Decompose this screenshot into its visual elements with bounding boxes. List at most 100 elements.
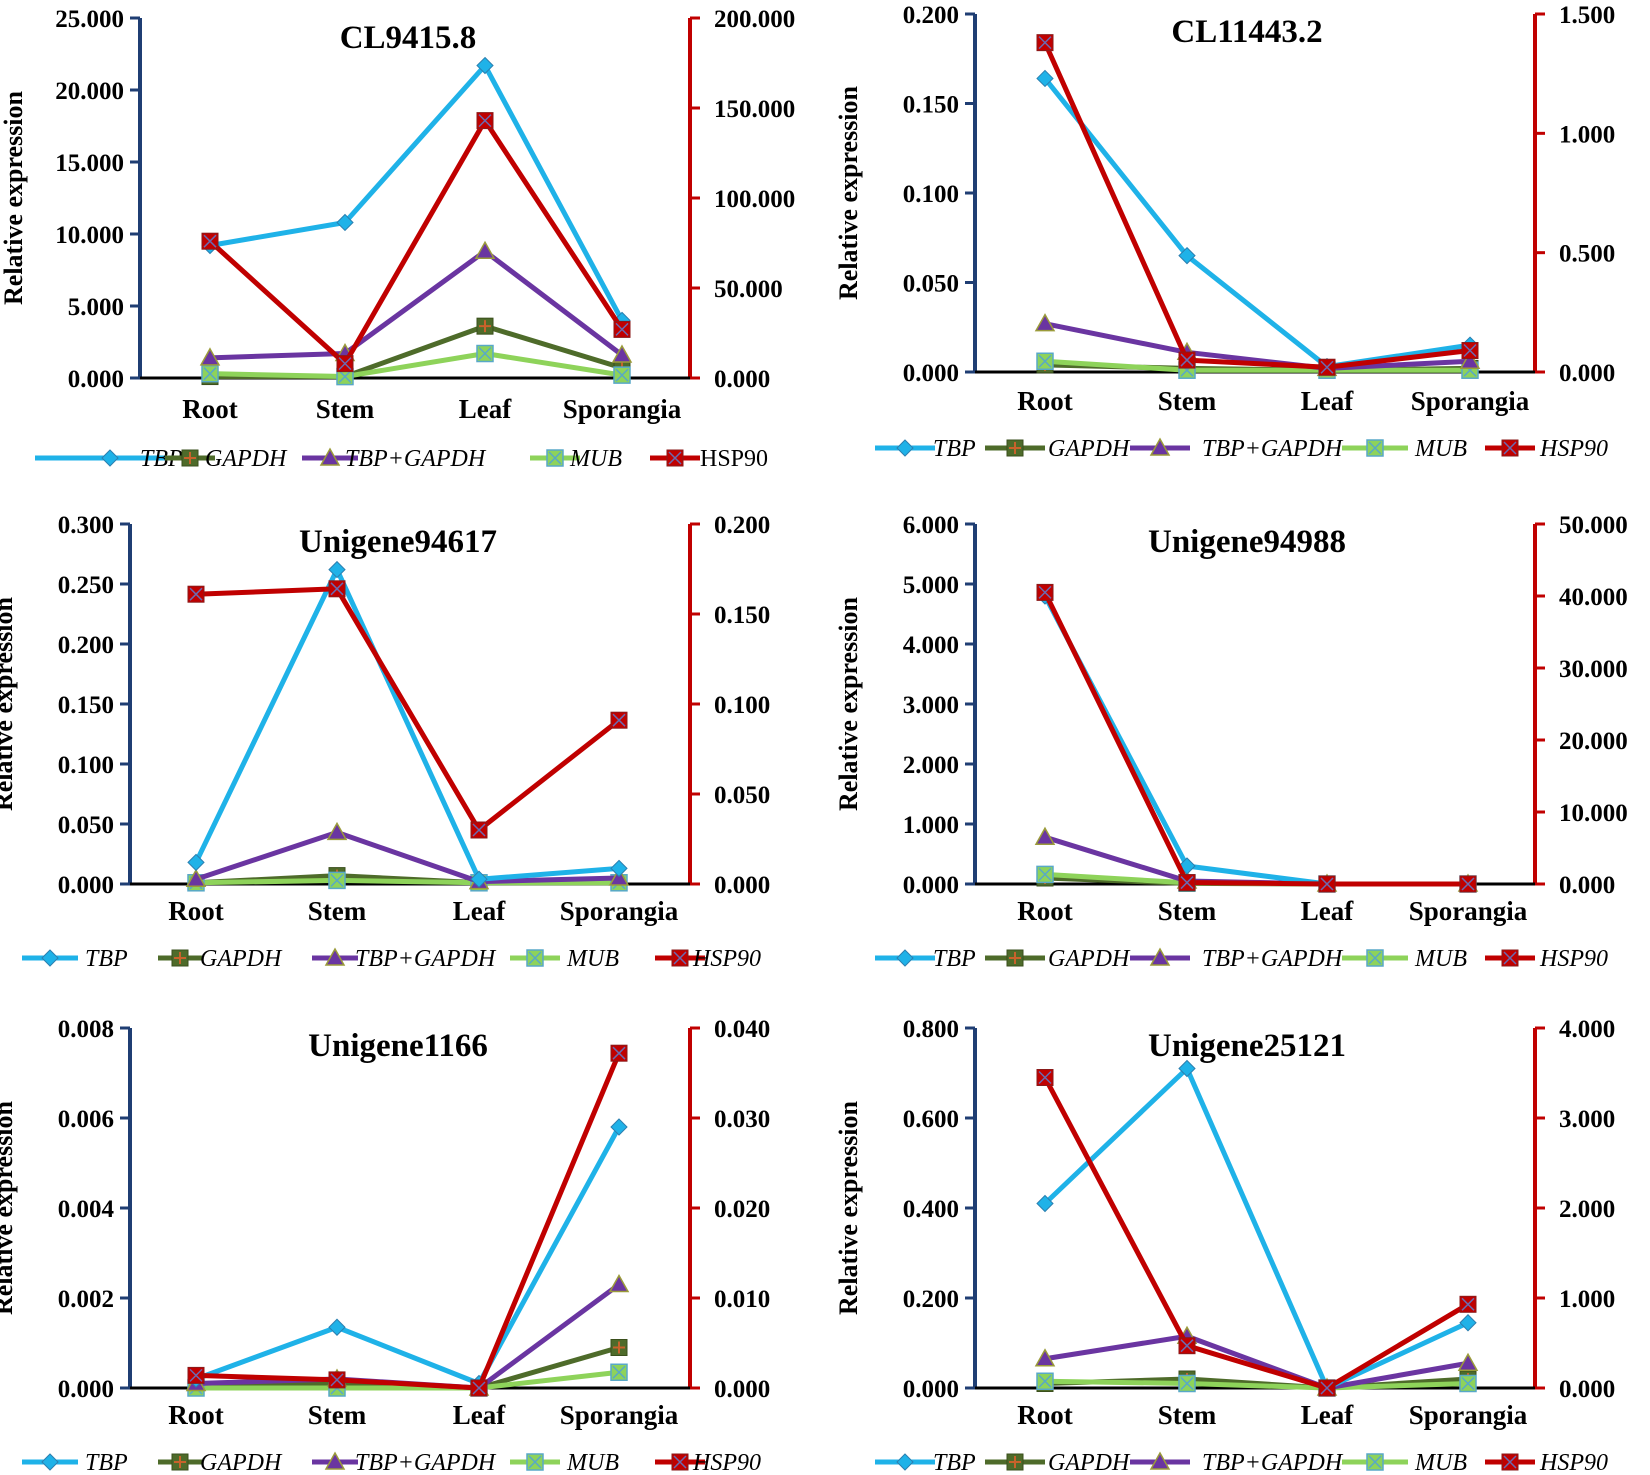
x-tick-label: Sporangia — [1411, 386, 1530, 416]
series-mub — [1036, 1372, 1477, 1397]
data-point — [1461, 342, 1479, 360]
data-point — [1036, 352, 1054, 371]
data-point — [1178, 1059, 1196, 1078]
legend-marker — [171, 949, 189, 967]
right-tick-label: 0.000 — [1559, 872, 1615, 899]
right-tick-label: 1.000 — [1559, 1286, 1615, 1313]
series-tbp-gapdh — [199, 240, 633, 366]
legend-marker — [546, 449, 564, 467]
legend: TBP GAPDH TBP+GAPDH MUB HSP90 — [22, 1450, 761, 1475]
legend-label: MUB — [1414, 1450, 1467, 1475]
series-line — [1043, 76, 1471, 370]
legend-label: GAPDH — [200, 1450, 283, 1475]
legend-marker — [1366, 439, 1384, 457]
data-point — [1036, 1372, 1054, 1390]
right-tick-label: 0.020 — [714, 1196, 770, 1223]
chart-title: Unigene94617 — [299, 524, 497, 560]
data-point — [328, 1371, 346, 1389]
series-line — [1042, 1076, 1470, 1391]
data-point — [187, 853, 205, 872]
data-point — [1034, 1348, 1056, 1367]
x-tick-label: Sporangia — [560, 896, 679, 926]
legend-label: MUB — [566, 1450, 619, 1475]
right-tick-label: 2.000 — [1559, 1196, 1615, 1223]
chart-title: CL11443.2 — [1171, 14, 1322, 50]
x-tick-label: Stem — [1158, 386, 1217, 416]
legend-label: MUB — [1414, 436, 1467, 462]
y-axis-label: Relative expression — [0, 596, 18, 811]
left-tick-label: 2.000 — [903, 752, 959, 779]
legend-marker — [1149, 1451, 1171, 1470]
left-tick-label: 6.000 — [903, 512, 959, 539]
left-tick-label: 5.000 — [903, 572, 959, 599]
y-axis-label: Relative expression — [834, 1100, 863, 1315]
data-point — [1036, 583, 1054, 601]
x-tick-label: Root — [168, 896, 224, 926]
chart-panel-4: 0.000 1.000 2.000 3.000 4.000 5.000 6.000 0.000… — [834, 512, 1628, 972]
data-point — [1318, 1379, 1336, 1397]
series-hsp90 — [1036, 34, 1479, 376]
right-tick-label: 0.200 — [714, 512, 770, 539]
data-point — [1459, 1374, 1477, 1393]
data-point — [470, 870, 488, 888]
series-line — [193, 567, 620, 882]
left-tick-label: 0.000 — [58, 872, 114, 899]
right-tick-label: 0.500 — [1559, 241, 1615, 268]
legend-label: TBP — [933, 946, 976, 972]
data-point — [336, 355, 354, 373]
x-tick-label: Stem — [1158, 1400, 1217, 1430]
series-line — [195, 829, 620, 885]
data-point — [608, 1273, 630, 1293]
data-point — [328, 560, 346, 579]
legend-marker — [526, 1453, 544, 1471]
series-line — [1043, 1066, 1470, 1391]
legend-marker — [319, 447, 341, 466]
x-tick-label: Leaf — [1301, 386, 1354, 416]
legend-marker — [671, 1453, 689, 1471]
data-point — [610, 1363, 628, 1381]
right-tick-label: 4.000 — [1559, 1016, 1615, 1043]
series-tbp — [187, 560, 628, 888]
legend-marker — [526, 949, 544, 967]
right-tick-label: 20.000 — [1559, 728, 1628, 755]
left-tick-label: 0.100 — [58, 752, 114, 779]
legend: TBP GAPDH TBP+GAPDH MUB HSP90 — [875, 436, 1608, 462]
data-point — [328, 580, 346, 598]
series-hsp90 — [1036, 1069, 1477, 1397]
left-tick-label: 0.006 — [58, 1106, 114, 1133]
right-tick-label: 50.000 — [1559, 512, 1628, 539]
legend-label: MUB — [566, 946, 619, 972]
data-point — [613, 366, 631, 384]
data-point — [1036, 1069, 1054, 1086]
data-point — [328, 1318, 346, 1336]
data-point — [470, 1379, 488, 1397]
right-tick-label: 0.040 — [714, 1016, 770, 1043]
left-tick-label: 10.000 — [55, 222, 124, 249]
legend-marker — [41, 1453, 59, 1471]
data-point — [1034, 826, 1056, 845]
legend-marker — [1501, 439, 1519, 457]
legend: TBP GAPDH TBP+GAPDH MUB HSP90 — [875, 1450, 1608, 1475]
series-mub — [1036, 865, 1477, 893]
series-hsp90 — [187, 1044, 628, 1397]
data-point — [1034, 313, 1056, 332]
series-line — [195, 1125, 622, 1386]
data-point — [610, 1044, 628, 1062]
left-tick-label: 3.000 — [903, 692, 959, 719]
data-point — [610, 1118, 628, 1136]
data-point — [1178, 1374, 1196, 1393]
data-point — [336, 367, 354, 386]
legend-marker — [1006, 439, 1024, 457]
data-point — [336, 213, 354, 232]
legend: TBP GAPDH TBP+GAPDH MUB HSP90 — [22, 946, 761, 972]
x-tick-label: Sporangia — [560, 1400, 679, 1430]
left-tick-label: 0.150 — [58, 692, 114, 719]
legend-label: TBP+GAPDH — [1202, 436, 1344, 462]
x-tick-label: Stem — [1158, 896, 1217, 926]
data-point — [201, 364, 219, 383]
data-point — [1178, 874, 1196, 892]
left-tick-label: 0.800 — [903, 1016, 959, 1043]
data-point — [1457, 1352, 1479, 1371]
series-line — [1044, 1333, 1469, 1391]
legend-marker — [324, 947, 346, 966]
